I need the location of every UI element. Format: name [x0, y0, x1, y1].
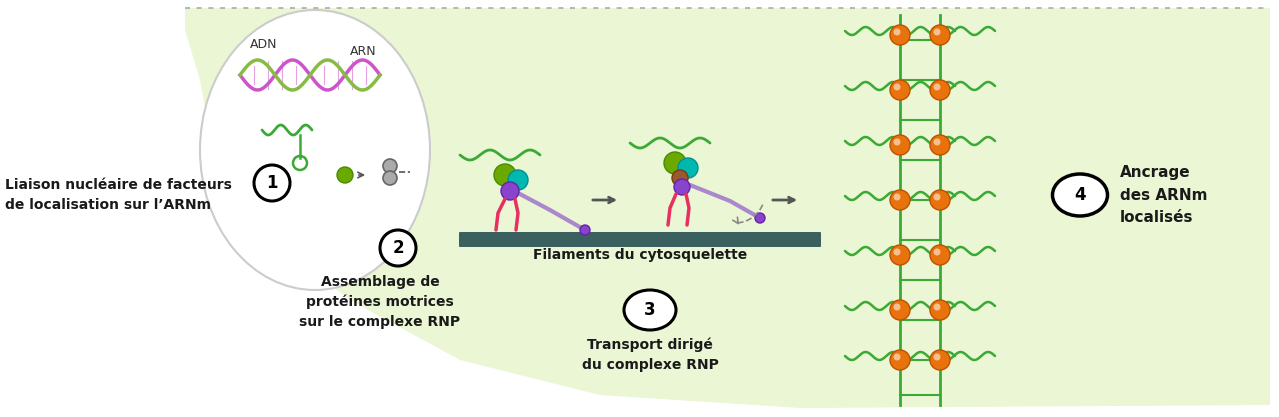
Circle shape	[890, 350, 909, 370]
Text: Ancrage
des ARNm
localisés: Ancrage des ARNm localisés	[1120, 165, 1207, 225]
Circle shape	[890, 80, 909, 100]
Circle shape	[930, 80, 950, 100]
Circle shape	[934, 354, 940, 361]
Circle shape	[934, 138, 940, 146]
Circle shape	[894, 28, 900, 35]
Circle shape	[894, 138, 900, 146]
Circle shape	[890, 25, 909, 45]
Circle shape	[934, 193, 940, 201]
Circle shape	[930, 190, 950, 210]
Circle shape	[894, 83, 900, 90]
Circle shape	[934, 83, 940, 90]
Circle shape	[894, 193, 900, 201]
Circle shape	[890, 245, 909, 265]
Circle shape	[890, 190, 909, 210]
Circle shape	[678, 158, 698, 178]
Circle shape	[255, 165, 290, 201]
Circle shape	[890, 135, 909, 155]
Ellipse shape	[624, 290, 677, 330]
Circle shape	[382, 159, 396, 173]
Circle shape	[934, 249, 940, 256]
Circle shape	[930, 25, 950, 45]
Circle shape	[930, 350, 950, 370]
Polygon shape	[185, 8, 1270, 408]
Circle shape	[755, 213, 765, 223]
Circle shape	[501, 182, 519, 200]
Circle shape	[674, 179, 689, 195]
Text: 3: 3	[645, 301, 656, 319]
Text: 2: 2	[393, 239, 404, 257]
Ellipse shape	[1053, 174, 1108, 216]
Text: 4: 4	[1074, 186, 1086, 204]
Text: Transport dirigé
du complexe RNP: Transport dirigé du complexe RNP	[582, 338, 719, 372]
FancyBboxPatch shape	[459, 232, 821, 247]
Circle shape	[382, 171, 396, 185]
Circle shape	[664, 152, 686, 174]
Ellipse shape	[200, 10, 430, 290]
Circle shape	[671, 170, 688, 186]
Circle shape	[930, 245, 950, 265]
Circle shape	[579, 225, 590, 235]
Text: ARN: ARN	[350, 45, 376, 58]
Circle shape	[930, 300, 950, 320]
Text: Assemblage de
protéines motrices
sur le complexe RNP: Assemblage de protéines motrices sur le …	[299, 275, 460, 329]
Circle shape	[494, 164, 515, 186]
Circle shape	[894, 249, 900, 256]
Circle shape	[934, 304, 940, 311]
Circle shape	[894, 354, 900, 361]
Text: ADN: ADN	[249, 38, 278, 51]
Text: 1: 1	[266, 174, 278, 192]
Text: Liaison nucléaire de facteurs
de localisation sur l’ARNm: Liaison nucléaire de facteurs de localis…	[5, 178, 231, 212]
Circle shape	[930, 135, 950, 155]
Circle shape	[336, 167, 353, 183]
Circle shape	[890, 300, 909, 320]
Circle shape	[508, 170, 528, 190]
Circle shape	[934, 28, 940, 35]
Text: Filaments du cytosquelette: Filaments du cytosquelette	[533, 248, 747, 262]
Circle shape	[894, 304, 900, 311]
Circle shape	[380, 230, 416, 266]
